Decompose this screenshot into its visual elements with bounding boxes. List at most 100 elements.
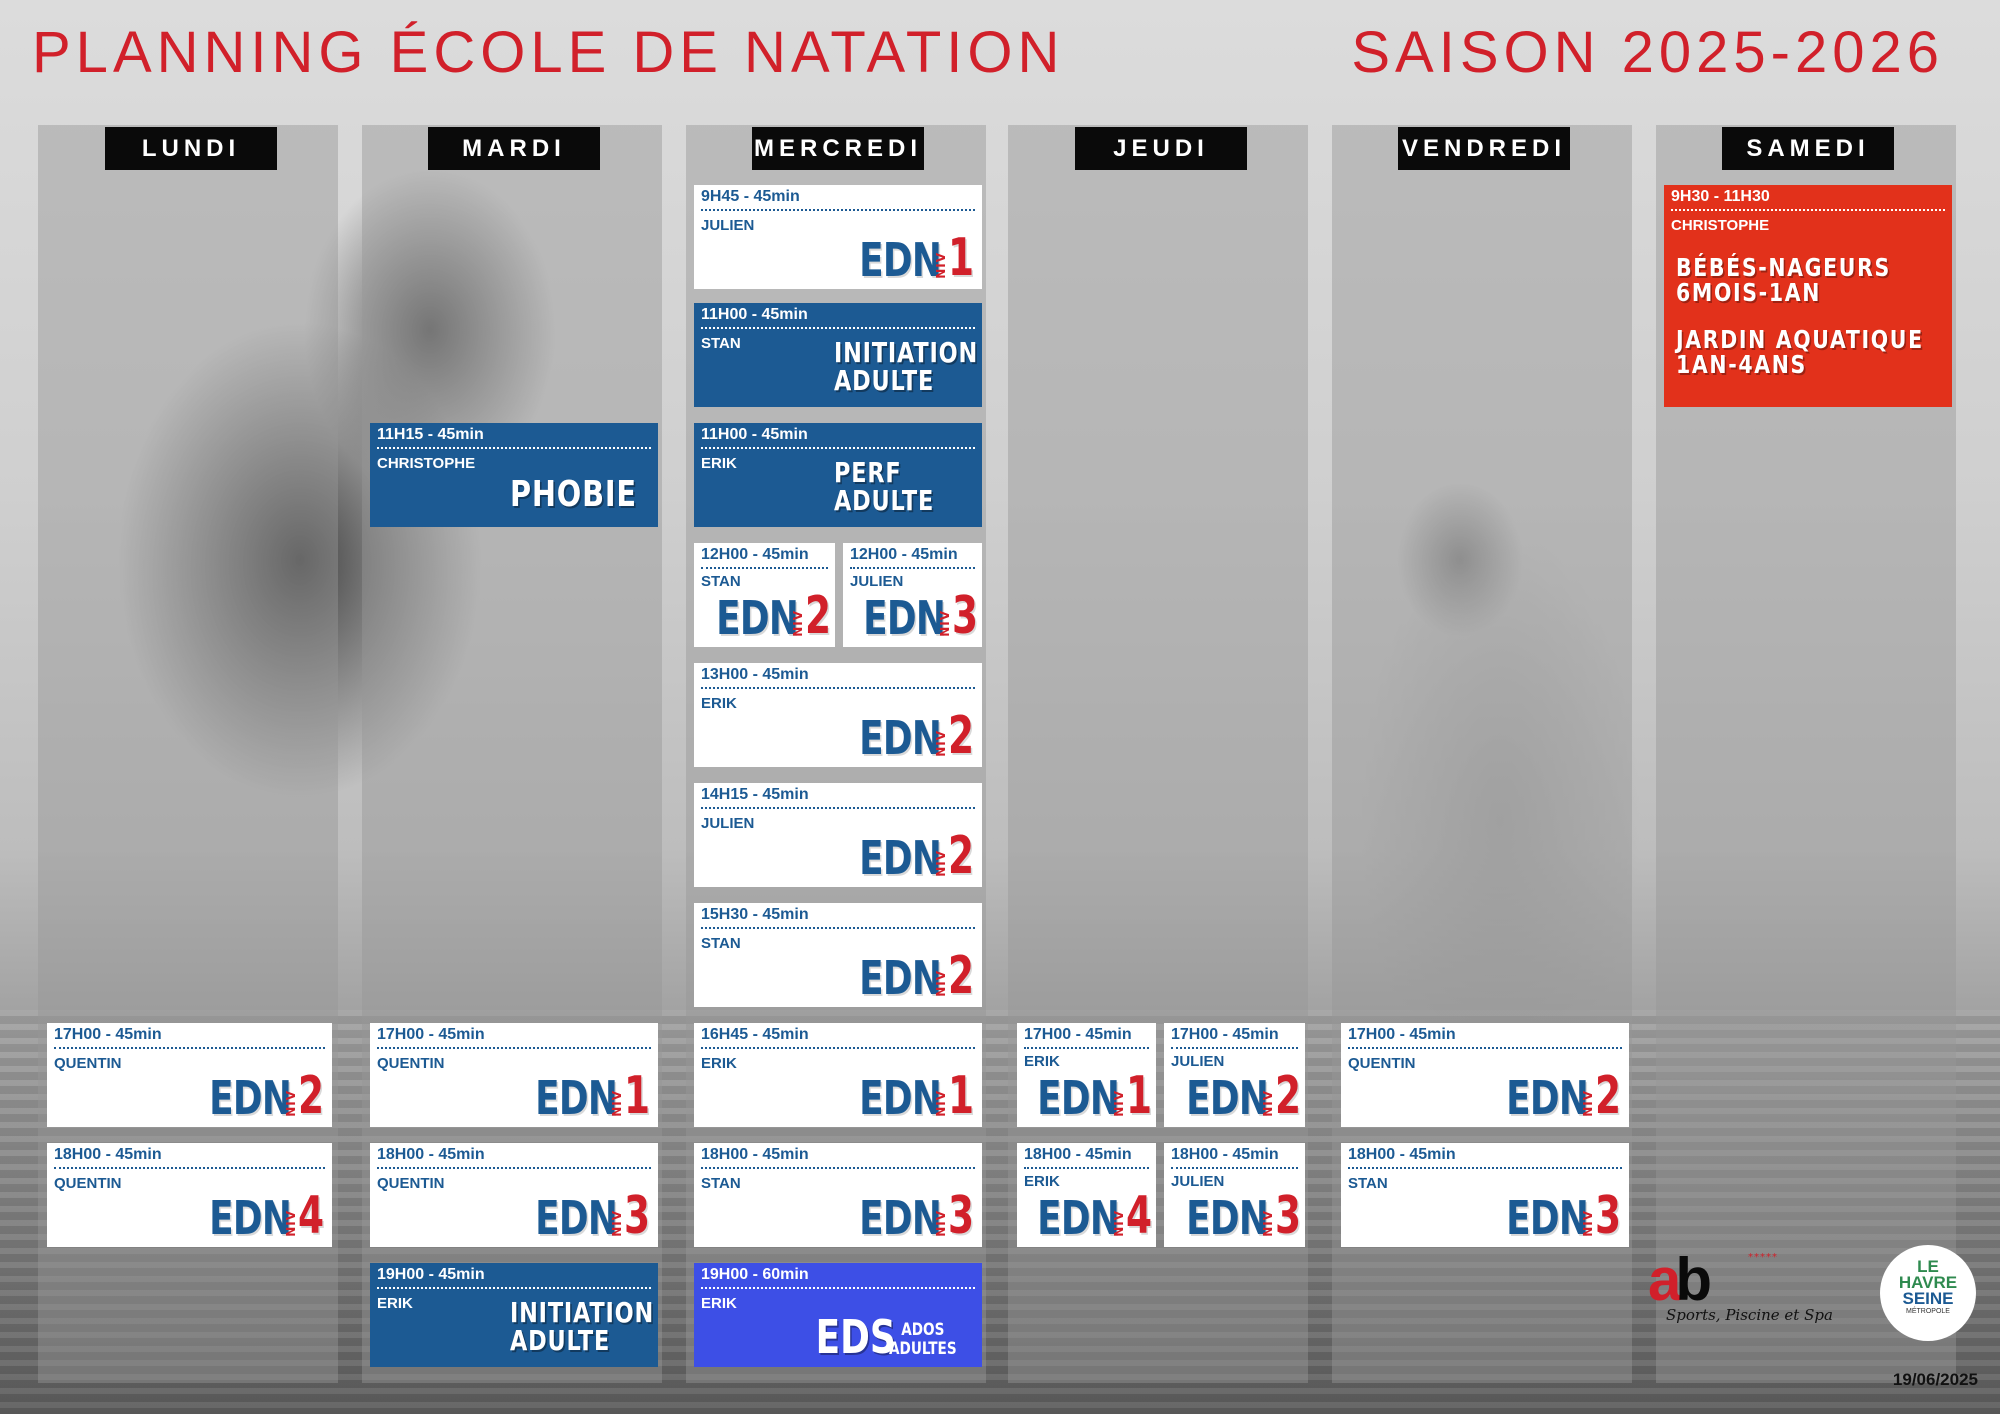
session-time: 17H00 - 45min [1171, 1026, 1298, 1049]
ab-logo-stars: ***** [1748, 1252, 1778, 1263]
level-number: 2 [1274, 1066, 1301, 1126]
course-name: EDN [208, 1071, 292, 1125]
session-card[interactable]: 11H15 - 45min CHRISTOPHE PHOBIE [370, 423, 658, 527]
edn-level-badge: EDN NIV 3 [1483, 1186, 1623, 1246]
session-teacher: ERIK [701, 1295, 737, 1312]
level-number: 4 [297, 1186, 324, 1246]
level-number: 1 [947, 228, 974, 288]
session-time: 18H00 - 45min [1348, 1146, 1622, 1169]
session-card[interactable]: 18H00 - 45min STAN EDN NIV 3 [694, 1143, 982, 1247]
course-name: EDN [1505, 1191, 1589, 1245]
niv-label: NIV [609, 1210, 624, 1237]
edn-level-badge: EDN NIV 2 [836, 710, 976, 762]
session-time: 17H00 - 45min [377, 1026, 651, 1049]
edn-level-badge: EDN NIV 2 [836, 830, 976, 882]
session-card[interactable]: 9H45 - 45min JULIEN EDN NIV 1 [694, 185, 982, 289]
edn-level-badge: EDN NIV 2 [1483, 1070, 1623, 1122]
day-header-samedi: SAMEDI [1722, 127, 1894, 170]
session-card[interactable]: 15H30 - 45min STAN EDN NIV 2 [694, 903, 982, 1007]
session-teacher: JULIEN [701, 815, 755, 832]
session-teacher: ERIK [701, 695, 737, 712]
session-card[interactable]: 9H30 - 11H30 CHRISTOPHE BÉBÉS-NAGEURS 6M… [1664, 185, 1952, 407]
session-card[interactable]: 12H00 - 45min STAN EDN NIV 2 [694, 543, 835, 647]
session-card[interactable]: 18H00 - 45min QUENTIN EDN NIV 4 [47, 1143, 332, 1247]
level-number: 3 [623, 1186, 650, 1246]
ab-logo-tagline: Sports, Piscine et Spa [1666, 1306, 1833, 1324]
niv-label: NIV [1111, 1090, 1126, 1117]
day-header-lundi: LUNDI [105, 127, 277, 170]
day-header-vendredi: VENDREDI [1398, 127, 1570, 170]
session-time: 16H45 - 45min [701, 1026, 975, 1049]
session-card[interactable]: 14H15 - 45min JULIEN EDN NIV 2 [694, 783, 982, 887]
niv-label: NIV [1260, 1210, 1275, 1237]
niv-label: NIV [609, 1090, 624, 1117]
session-teacher: ERIK [1024, 1173, 1060, 1190]
day-header-jeudi: JEUDI [1075, 127, 1247, 170]
session-card[interactable]: 18H00 - 45min JULIEN EDN NIV 3 [1164, 1143, 1305, 1247]
ab-logo-mark: ab [1648, 1246, 1712, 1313]
session-card[interactable]: 17H00 - 45min QUENTIN EDN NIV 2 [47, 1023, 332, 1127]
course-name: EDN [858, 1071, 942, 1125]
session-card[interactable]: 17H00 - 45min QUENTIN EDN NIV 1 [370, 1023, 658, 1127]
level-number: 4 [1125, 1186, 1152, 1246]
course-name: EDN [534, 1191, 618, 1245]
niv-label: NIV [937, 610, 952, 637]
niv-label: NIV [933, 730, 948, 757]
session-label: INITIATION ADULTE [834, 336, 979, 397]
edn-level-badge: EDN NIV 3 [1164, 1190, 1303, 1242]
session-teacher: ERIK [1024, 1053, 1060, 1070]
ab-sports-logo: ab ***** Sports, Piscine et Spa [1648, 1246, 1833, 1332]
session-card[interactable]: 18H00 - 45min STAN EDN NIV 3 [1341, 1143, 1629, 1247]
level-number: 3 [1594, 1186, 1621, 1246]
session-time: 12H00 - 45min [850, 546, 975, 569]
session-teacher: CHRISTOPHE [377, 455, 476, 472]
course-audience: ADOS ADULTES [889, 1320, 958, 1359]
session-card[interactable]: 11H00 - 45min STAN INITIATION ADULTE [694, 303, 982, 407]
session-card[interactable]: 11H00 - 45min ERIK PERF ADULTE [694, 423, 982, 527]
edn-level-badge: EDN NIV 3 [512, 1186, 652, 1246]
session-teacher: QUENTIN [377, 1055, 445, 1072]
course-name: EDS [815, 1310, 896, 1364]
session-time: 13H00 - 45min [701, 666, 975, 689]
niv-label: NIV [1260, 1090, 1275, 1117]
session-card[interactable]: 18H00 - 45min ERIK EDN NIV 4 [1017, 1143, 1156, 1247]
niv-label: NIV [283, 1210, 298, 1237]
session-teacher: JULIEN [1171, 1173, 1225, 1190]
session-card[interactable]: 17H00 - 45min QUENTIN EDN NIV 2 [1341, 1023, 1629, 1127]
session-card[interactable]: 19H00 - 45min ERIK INITIATION ADULTE [370, 1263, 658, 1367]
course-name: EDN [534, 1071, 618, 1125]
session-label: INITIATION ADULTE [510, 1296, 655, 1357]
session-teacher: ERIK [701, 1055, 737, 1072]
session-time: 15H30 - 45min [701, 906, 975, 929]
level-number: 1 [623, 1066, 650, 1126]
course-name: EDN [1185, 1071, 1269, 1125]
edn-level-badge: EDN NIV 2 [694, 590, 833, 642]
edn-level-badge: EDN NIV 2 [186, 1070, 326, 1125]
niv-label: NIV [1580, 1090, 1595, 1117]
session-time: 18H00 - 45min [1171, 1146, 1298, 1169]
session-teacher: QUENTIN [54, 1055, 122, 1072]
niv-label: NIV [933, 1090, 948, 1117]
level-number: 2 [947, 946, 974, 1006]
course-name: EDN [862, 591, 946, 645]
session-teacher: STAN [701, 1175, 741, 1192]
session-teacher: JULIEN [850, 573, 904, 590]
course-name: EDN [208, 1191, 292, 1245]
session-time: 17H00 - 45min [1024, 1026, 1149, 1049]
session-time: 11H15 - 45min [377, 426, 651, 449]
edn-level-badge: EDN NIV 1 [836, 1070, 976, 1125]
session-card[interactable]: 18H00 - 45min QUENTIN EDN NIV 3 [370, 1143, 658, 1247]
session-card[interactable]: 13H00 - 45min ERIK EDN NIV 2 [694, 663, 982, 767]
session-teacher: ERIK [377, 1295, 413, 1312]
level-number: 3 [951, 586, 978, 646]
session-teacher: JULIEN [701, 217, 755, 234]
session-card[interactable]: 19H00 - 60min ERIK EDS ADOS ADULTES [694, 1263, 982, 1367]
session-card[interactable]: 17H00 - 45min ERIK EDN NIV 1 [1017, 1023, 1156, 1127]
session-card[interactable]: 17H00 - 45min JULIEN EDN NIV 2 [1164, 1023, 1305, 1127]
session-teacher: QUENTIN [54, 1175, 122, 1192]
session-label: PHOBIE [510, 474, 637, 515]
session-card[interactable]: 12H00 - 45min JULIEN EDN NIV 3 [843, 543, 982, 647]
jardin-aquatique-label: JARDIN AQUATIQUE 1AN-4ANS [1676, 325, 1924, 379]
niv-label: NIV [1580, 1210, 1595, 1237]
session-card[interactable]: 16H45 - 45min ERIK EDN NIV 1 [694, 1023, 982, 1127]
